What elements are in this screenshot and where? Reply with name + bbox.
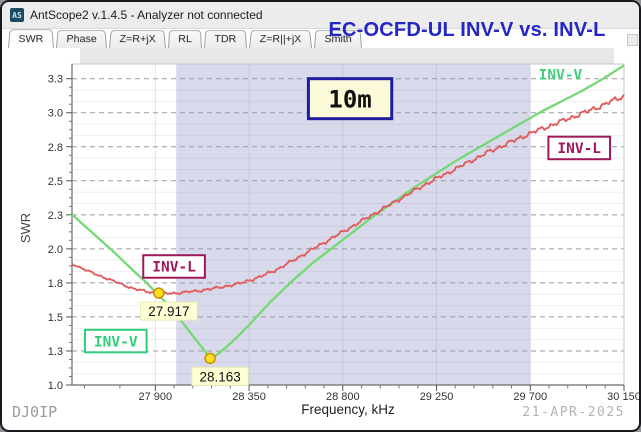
chart-header-strip — [80, 48, 614, 64]
tab-overflow-button[interactable] — [627, 34, 638, 46]
callsign-watermark: DJ0IP — [12, 403, 58, 421]
chart-title: EC-OCFD-UL INV-V vs. INV-L — [328, 19, 606, 41]
y-tick-label: 1.3 — [48, 346, 63, 358]
marker-dot[interactable] — [204, 352, 216, 365]
y-tick-label: 3.3 — [48, 74, 63, 86]
title-bar[interactable]: AS AntScope2 v.1.4.5 - Analyzer not conn… — [2, 2, 639, 29]
y-tick-label: 2.8 — [48, 142, 63, 154]
band-label: 10m — [328, 85, 371, 113]
y-tick-label: 1.5 — [48, 312, 63, 324]
y-tick-label: 2.0 — [48, 244, 63, 256]
app-icon: AS — [10, 8, 24, 22]
x-axis-title: Frequency, kHz — [301, 402, 395, 417]
y-tick-label: 2.3 — [48, 210, 63, 222]
y-axis-title: SWR — [18, 213, 33, 243]
marker-label: 27.917 — [148, 304, 189, 319]
invl-label-right: INV-L — [557, 141, 601, 157]
marker-label-bg — [191, 366, 249, 386]
band-label-box — [306, 77, 394, 121]
marker-label-bg — [140, 301, 198, 321]
x-tick-label: 29 250 — [420, 391, 454, 403]
y-tick-label: 1.0 — [48, 380, 63, 392]
invv-label-left: INV-V — [94, 334, 138, 350]
invv-label-right: INV-V — [539, 68, 583, 84]
y-tick-label: 1.8 — [48, 278, 63, 290]
x-tick-label: 30 150 — [607, 391, 641, 403]
x-tick-label: 29 700 — [513, 391, 547, 403]
curve-inv-v — [71, 64, 625, 360]
x-tick-label: 27 900 — [138, 391, 172, 403]
invl-label-right-box — [547, 135, 612, 161]
invl-label-left-box — [142, 254, 206, 279]
window-title: AntScope2 v.1.4.5 - Analyzer not connect… — [30, 8, 263, 22]
x-tick-label: 28 350 — [232, 391, 266, 403]
y-tick-label: 3.0 — [48, 108, 63, 120]
invv-label-left-box — [83, 328, 148, 354]
x-tick-label: 28 800 — [326, 391, 360, 403]
invl-label-left: INV-L — [152, 260, 196, 276]
date-watermark: 21-APR-2025 — [522, 405, 625, 420]
y-tick-label: 2.5 — [48, 176, 63, 188]
marker-label: 28.163 — [199, 369, 240, 384]
marker-dot[interactable] — [153, 287, 165, 299]
